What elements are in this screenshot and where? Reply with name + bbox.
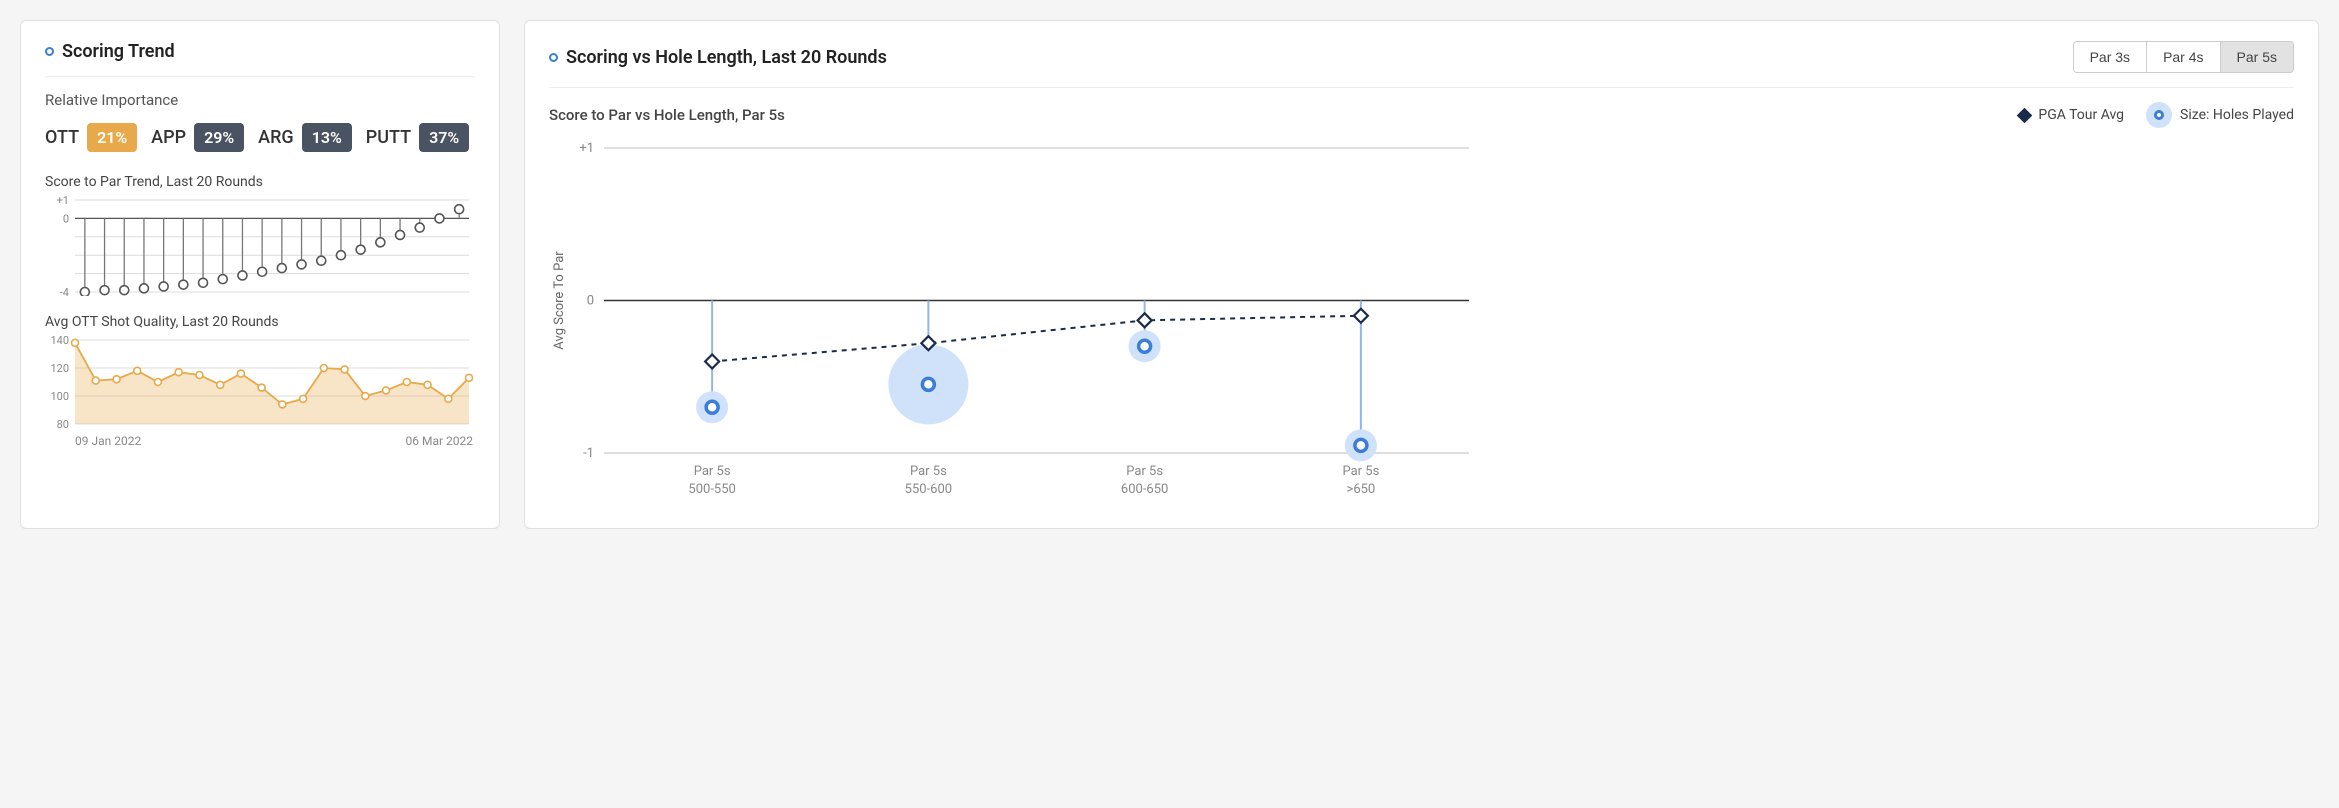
svg-text:>650: >650	[1347, 482, 1376, 497]
right-subheader: Score to Par vs Hole Length, Par 5s PGA …	[549, 102, 2294, 128]
importance-badge: 13%	[302, 123, 352, 152]
svg-text:80: 80	[57, 418, 69, 428]
importance-item-arg: ARG 13%	[258, 123, 352, 152]
importance-badge: 37%	[419, 123, 469, 152]
svg-text:Avg Score To Par: Avg Score To Par	[552, 251, 567, 350]
date-axis: 09 Jan 2022 06 Mar 2022	[45, 430, 475, 448]
importance-badge: 21%	[87, 123, 137, 152]
scoring-vs-length-card: Scoring vs Hole Length, Last 20 Rounds P…	[524, 20, 2319, 529]
card-title-text: Scoring vs Hole Length, Last 20 Rounds	[566, 47, 887, 68]
score-trend-title: Score to Par Trend, Last 20 Rounds	[45, 174, 475, 190]
legend-pga: PGA Tour Avg	[2019, 107, 2124, 123]
svg-text:+1: +1	[57, 196, 69, 207]
importance-item-ott: OTT 21%	[45, 123, 137, 152]
svg-text:600-650: 600-650	[1121, 482, 1168, 497]
importance-item-app: APP 29%	[151, 123, 244, 152]
svg-text:0: 0	[587, 294, 594, 309]
relative-importance-row: OTT 21% APP 29% ARG 13% PUTT 37%	[45, 123, 475, 152]
dashboard-root: Scoring Trend Relative Importance OTT 21%…	[20, 20, 2319, 529]
svg-text:+1: +1	[579, 141, 594, 156]
card-title-text: Scoring Trend	[62, 41, 175, 62]
svg-text:Par 5s: Par 5s	[1126, 464, 1163, 479]
card-header: Scoring vs Hole Length, Last 20 Rounds P…	[549, 41, 2294, 88]
title-dot-icon	[549, 53, 558, 62]
svg-text:500-550: 500-550	[688, 482, 735, 497]
svg-text:120: 120	[50, 362, 69, 375]
tab-par-5s[interactable]: Par 5s	[2221, 42, 2293, 72]
date-end: 06 Mar 2022	[406, 434, 474, 448]
importance-badge: 29%	[194, 123, 244, 152]
date-start: 09 Jan 2022	[47, 434, 141, 448]
svg-text:0: 0	[63, 212, 69, 225]
par-tabs: Par 3sPar 4sPar 5s	[2073, 41, 2294, 73]
ott-quality-title: Avg OTT Shot Quality, Last 20 Rounds	[45, 314, 475, 330]
card-title: Scoring Trend	[45, 41, 175, 62]
importance-label: ARG	[258, 127, 294, 148]
score-trend-chart: +1 0 -4	[45, 196, 475, 296]
card-header: Scoring Trend	[45, 41, 475, 77]
scoring-trend-card: Scoring Trend Relative Importance OTT 21%…	[20, 20, 500, 529]
hole-length-chart: Avg Score To Par +1 0 -1 Par 5s 500-550 Par 5s…	[549, 138, 2294, 508]
relative-importance-label: Relative Importance	[45, 91, 475, 109]
svg-text:100: 100	[50, 390, 69, 403]
importance-label: APP	[151, 127, 186, 148]
bubble-icon	[2146, 102, 2172, 128]
ott-quality-chart: 80 100 120 140	[45, 336, 475, 428]
chart-legend: PGA Tour Avg Size: Holes Played	[2019, 102, 2294, 128]
tab-par-3s[interactable]: Par 3s	[2074, 42, 2147, 72]
svg-text:550-600: 550-600	[905, 482, 952, 497]
svg-text:Par 5s: Par 5s	[1342, 464, 1379, 479]
svg-text:Par 5s: Par 5s	[910, 464, 947, 479]
svg-text:140: 140	[50, 336, 69, 347]
diamond-icon	[2017, 107, 2033, 123]
importance-item-putt: PUTT 37%	[366, 123, 469, 152]
svg-text:-4: -4	[60, 286, 69, 296]
legend-size: Size: Holes Played	[2146, 102, 2294, 128]
importance-label: OTT	[45, 127, 79, 148]
legend-pga-label: PGA Tour Avg	[2038, 107, 2124, 123]
card-title: Scoring vs Hole Length, Last 20 Rounds	[549, 47, 887, 68]
importance-label: PUTT	[366, 127, 411, 148]
svg-text:-1: -1	[583, 446, 594, 461]
tab-par-4s[interactable]: Par 4s	[2147, 42, 2220, 72]
svg-text:Par 5s: Par 5s	[694, 464, 731, 479]
chart-subtitle: Score to Par vs Hole Length, Par 5s	[549, 106, 785, 124]
title-dot-icon	[45, 47, 54, 56]
legend-size-label: Size: Holes Played	[2180, 107, 2294, 123]
